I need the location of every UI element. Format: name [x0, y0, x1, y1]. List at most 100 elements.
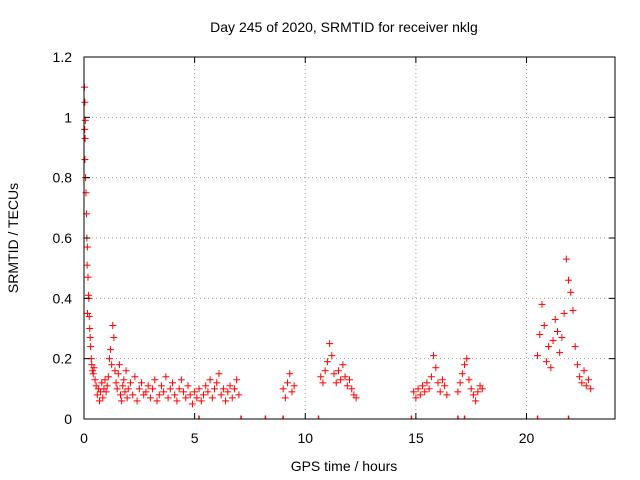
data-point — [86, 334, 94, 342]
data-point — [432, 364, 440, 372]
data-point — [81, 156, 89, 164]
y-tick-label: 1 — [64, 109, 72, 125]
data-point — [107, 346, 115, 354]
data-point — [578, 379, 586, 387]
data-point — [423, 379, 431, 387]
data-point — [81, 134, 89, 142]
data-point — [434, 379, 442, 387]
data-point — [334, 367, 342, 375]
data-point — [540, 321, 548, 329]
data-point — [538, 300, 546, 308]
data-point — [166, 385, 174, 393]
data-point — [545, 343, 553, 351]
x-tick-label: 0 — [80, 430, 88, 446]
data-point — [558, 334, 566, 342]
data-point — [556, 349, 564, 357]
data-point — [83, 261, 91, 269]
x-tick-label: 15 — [408, 430, 424, 446]
data-point — [211, 385, 219, 393]
data-point — [410, 388, 418, 396]
data-point — [124, 385, 132, 393]
data-point — [217, 391, 225, 399]
data-point — [175, 385, 183, 393]
data-point — [81, 116, 89, 124]
data-point — [567, 288, 575, 296]
data-point — [215, 370, 223, 378]
data-point — [90, 364, 98, 372]
data-point — [84, 309, 92, 317]
data-point — [204, 388, 212, 396]
data-point — [427, 373, 435, 381]
data-point — [89, 370, 97, 378]
data-point — [419, 382, 427, 390]
data-point — [95, 397, 103, 405]
data-point — [562, 255, 570, 263]
data-point — [414, 385, 422, 393]
data-point — [472, 397, 480, 405]
data-point — [171, 391, 179, 399]
data-point — [99, 394, 107, 402]
data-point — [126, 379, 134, 387]
data-point — [430, 352, 438, 360]
data-point — [193, 394, 201, 402]
y-tick-label: 0.8 — [53, 170, 73, 186]
data-point — [542, 358, 550, 366]
data-point — [206, 376, 214, 384]
data-point — [84, 273, 92, 281]
data-point — [113, 385, 121, 393]
data-point — [208, 394, 216, 402]
data-point — [85, 312, 93, 320]
data-point — [323, 358, 331, 366]
x-axis-label: GPS time / hours — [291, 458, 398, 474]
data-point — [576, 373, 584, 381]
data-point — [352, 394, 360, 402]
y-tick-label: 1.2 — [53, 49, 73, 65]
data-point — [230, 385, 238, 393]
data-point — [465, 376, 473, 384]
data-point — [549, 337, 557, 345]
data-point — [288, 388, 296, 396]
data-point — [103, 382, 111, 390]
data-point — [164, 394, 172, 402]
data-point — [83, 243, 91, 251]
data-point — [441, 382, 449, 390]
data-point — [102, 388, 110, 396]
data-point — [290, 382, 298, 390]
axis-ticks: 0 5 10 15 20 0 0.2 0.4 0.6 0.8 1 1.2 — [53, 49, 615, 446]
data-point — [328, 352, 336, 360]
x-tick-label: 10 — [297, 430, 313, 446]
data-point — [233, 376, 241, 384]
data-point — [177, 376, 185, 384]
y-tick-label: 0 — [64, 411, 72, 427]
data-points — [80, 83, 595, 419]
data-point — [326, 340, 334, 348]
data-point — [553, 328, 561, 336]
data-point — [86, 325, 94, 332]
data-point — [151, 376, 159, 384]
data-point — [135, 385, 143, 393]
data-point — [87, 343, 95, 351]
data-point — [109, 321, 117, 329]
data-point — [224, 388, 232, 396]
data-point — [436, 388, 444, 396]
data-point — [580, 367, 588, 375]
data-point — [536, 331, 544, 339]
data-point — [123, 394, 131, 402]
data-point — [162, 373, 170, 381]
data-point — [199, 391, 207, 399]
data-point — [112, 379, 120, 387]
data-point — [146, 394, 154, 402]
data-point — [443, 391, 451, 399]
data-point — [105, 355, 113, 363]
data-point — [191, 388, 199, 396]
data-point — [184, 382, 192, 390]
data-point — [321, 367, 329, 375]
data-point — [461, 361, 469, 369]
data-point — [122, 367, 130, 375]
data-point — [133, 397, 141, 405]
data-point — [454, 388, 462, 396]
data-point — [467, 385, 475, 393]
data-point — [551, 315, 559, 323]
data-point — [337, 376, 345, 384]
